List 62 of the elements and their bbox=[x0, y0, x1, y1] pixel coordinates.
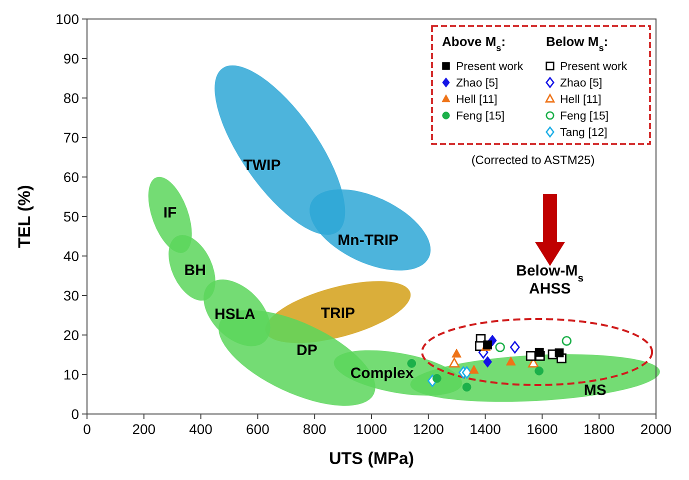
legend-title: Above M$_{s}$: bbox=[442, 34, 506, 53]
y-tick-label: 50 bbox=[63, 208, 80, 224]
point bbox=[469, 364, 479, 374]
legend-label: Feng [15] bbox=[560, 110, 609, 122]
point bbox=[526, 351, 536, 361]
y-tick-label: 20 bbox=[63, 327, 80, 343]
annotation: TRIP bbox=[320, 304, 356, 322]
y-axis-title: TEL (%) bbox=[15, 185, 34, 248]
y-tick-label: 80 bbox=[63, 90, 80, 106]
point bbox=[407, 358, 416, 368]
point bbox=[534, 366, 544, 376]
legend-label: Tang [12] bbox=[560, 127, 608, 139]
x-tick-label: 0 bbox=[83, 421, 92, 437]
annotation: Mn-TRIP bbox=[338, 232, 398, 250]
legend-label: Present work bbox=[456, 61, 524, 73]
x-tick-label: 1800 bbox=[584, 421, 615, 437]
x-tick-label: 400 bbox=[189, 421, 213, 437]
point bbox=[510, 341, 520, 354]
annotation: IF bbox=[163, 204, 177, 222]
y-tick-label: 0 bbox=[71, 406, 80, 422]
annotation: Below-M$_{s}$ AHSS bbox=[516, 262, 584, 298]
point bbox=[562, 336, 572, 346]
point bbox=[462, 366, 472, 379]
legend-label: Feng [15] bbox=[456, 110, 505, 122]
annotation: Below M$_{s}$: bbox=[546, 34, 608, 53]
legend-label: Zhao [5] bbox=[560, 78, 602, 90]
x-tick-label: 200 bbox=[132, 421, 156, 437]
point bbox=[432, 374, 442, 383]
y-tick-label: 100 bbox=[56, 11, 80, 27]
y-tick-label: 30 bbox=[63, 288, 80, 304]
annotation: HSLA bbox=[214, 306, 256, 324]
annotation: Complex bbox=[350, 364, 414, 382]
legend-label: Present work bbox=[560, 61, 628, 73]
x-tick-label: 1600 bbox=[526, 421, 558, 437]
point bbox=[448, 358, 460, 368]
point bbox=[506, 356, 516, 366]
point bbox=[534, 348, 544, 357]
annotation: (Corrected to ASTM25) bbox=[471, 153, 595, 167]
x-tick-label: 1200 bbox=[412, 421, 444, 437]
annotation: TWIP bbox=[243, 157, 281, 174]
legend-label: Hell [11] bbox=[456, 94, 498, 106]
point bbox=[483, 356, 492, 368]
x-tick-label: 800 bbox=[302, 421, 326, 437]
x-tick-label: 1000 bbox=[356, 421, 388, 437]
y-tick-label: 90 bbox=[63, 50, 80, 66]
point bbox=[554, 348, 564, 358]
annotation: MS bbox=[584, 382, 606, 399]
x-tick-label: 1400 bbox=[470, 421, 502, 437]
point bbox=[462, 382, 472, 392]
x-tick-label: 600 bbox=[246, 421, 270, 437]
y-tick-label: 70 bbox=[63, 130, 80, 146]
x-tick-label: 2000 bbox=[640, 421, 672, 437]
x-axis-title: UTS (MPa) bbox=[329, 449, 414, 468]
annotation: DP bbox=[296, 342, 318, 360]
annotation: BH bbox=[184, 262, 206, 279]
legend-label: Hell [11] bbox=[560, 94, 602, 106]
legend-label: Zhao [5] bbox=[456, 78, 498, 90]
y-tick-label: 40 bbox=[63, 248, 80, 264]
y-tick-label: 10 bbox=[63, 366, 80, 382]
y-tick-label: 60 bbox=[63, 169, 80, 185]
point bbox=[495, 342, 505, 352]
point bbox=[452, 348, 462, 358]
